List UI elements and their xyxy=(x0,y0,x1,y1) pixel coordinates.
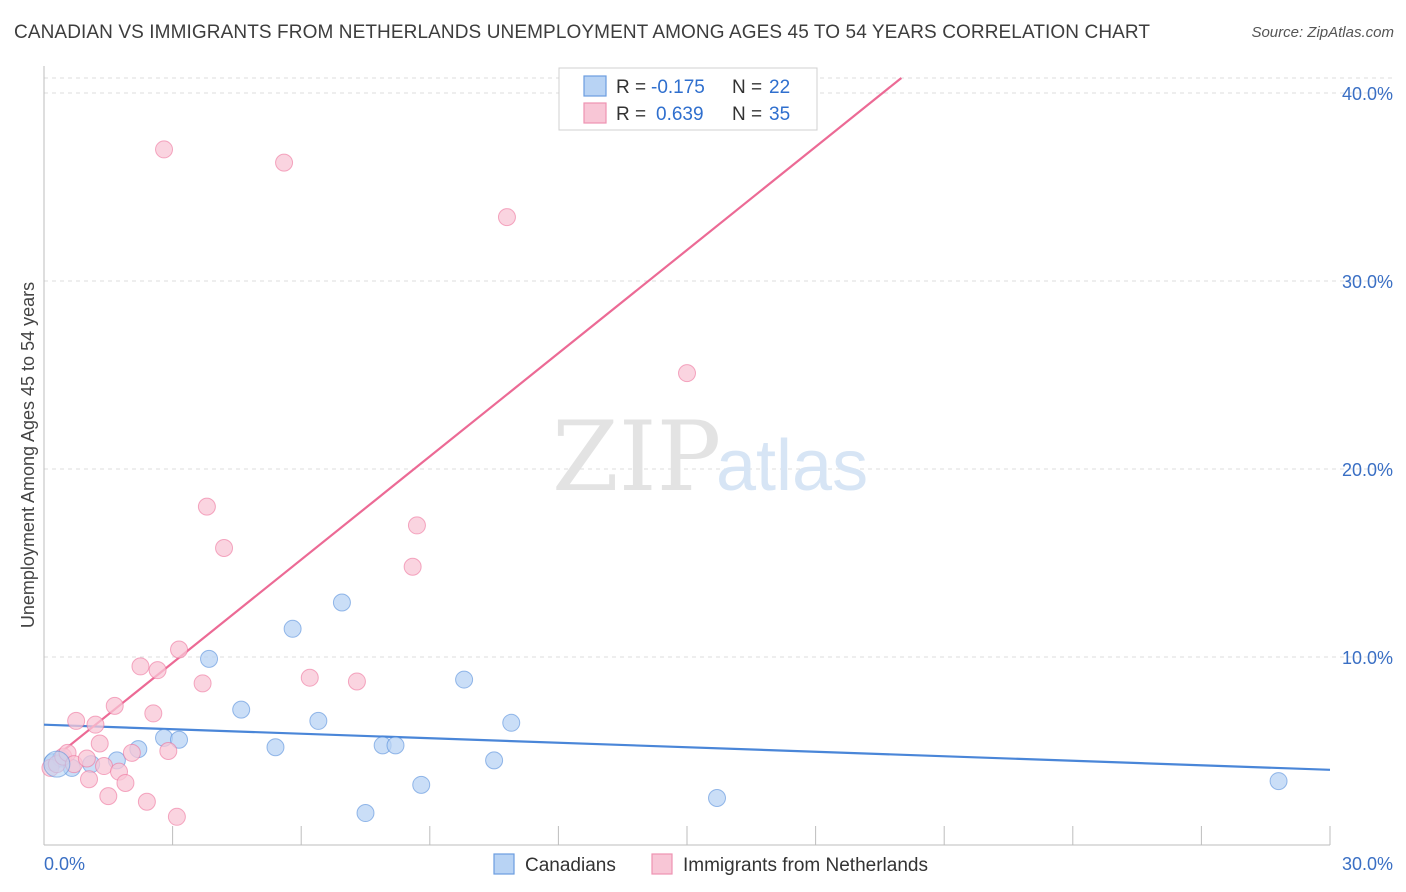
point-canadians-14 xyxy=(356,804,375,823)
point-canadians-12 xyxy=(309,711,328,730)
bottom-legend-swatch-netherlands xyxy=(651,853,673,875)
point-netherlands-12 xyxy=(105,696,124,715)
point-netherlands-19 xyxy=(148,661,167,680)
watermark-zip: ZIP xyxy=(552,401,721,513)
point-canadians-10 xyxy=(266,738,285,757)
legend-swatch-netherlands xyxy=(583,102,607,124)
point-netherlands-26 xyxy=(215,538,234,557)
y-tick-labels: 10.0% 20.0% 30.0% 40.0% xyxy=(1342,84,1393,668)
point-netherlands-16 xyxy=(131,657,150,676)
point-netherlands-9 xyxy=(90,734,109,753)
point-netherlands-18 xyxy=(144,704,163,723)
point-cluster-origin xyxy=(43,750,71,778)
point-canadians-20 xyxy=(502,713,521,732)
point-netherlands-20 xyxy=(155,140,174,159)
point-netherlands-25 xyxy=(197,497,216,516)
legend-n-label-canadians: N = xyxy=(732,77,762,98)
point-netherlands-6 xyxy=(77,749,96,768)
point-netherlands-32 xyxy=(497,208,516,227)
series-legend: Canadians Immigrants from Netherlands xyxy=(493,853,928,876)
legend-r-label-netherlands: R = xyxy=(616,104,646,125)
point-netherlands-23 xyxy=(170,640,189,659)
bottom-legend-label-netherlands: Immigrants from Netherlands xyxy=(683,855,928,876)
correlation-legend: R = -0.175 N = 22 R = 0.639 N = 35 xyxy=(558,67,818,131)
watermark: ZIP atlas xyxy=(552,401,868,513)
bottom-legend-label-canadians: Canadians xyxy=(525,855,616,876)
point-netherlands-31 xyxy=(407,516,426,535)
point-canadians-9 xyxy=(232,700,251,719)
point-netherlands-30 xyxy=(403,557,422,576)
point-netherlands-21 xyxy=(159,742,178,761)
legend-n-value-canadians: 22 xyxy=(769,77,790,98)
source-label: Source: ZipAtlas.com xyxy=(1251,24,1394,41)
point-canadians-8 xyxy=(200,649,219,668)
y-axis-title: Unemployment Among Ages 45 to 54 years xyxy=(18,282,38,628)
bottom-legend-swatch-canadians xyxy=(493,853,515,875)
point-netherlands-33 xyxy=(678,364,696,383)
point-netherlands-7 xyxy=(80,770,99,789)
point-canadians-21 xyxy=(708,789,727,808)
point-netherlands-10 xyxy=(95,757,114,776)
point-netherlands-27 xyxy=(275,153,294,172)
trend-line-1 xyxy=(43,77,903,767)
point-netherlands-29 xyxy=(347,672,366,691)
point-canadians-18 xyxy=(455,670,474,689)
legend-n-label-netherlands: N = xyxy=(732,104,762,125)
y-tick-label-3: 40.0% xyxy=(1342,84,1393,104)
legend-r-label-canadians: R = xyxy=(616,77,646,98)
point-netherlands-5 xyxy=(67,711,86,730)
watermark-atlas: atlas xyxy=(716,426,868,506)
y-tick-label-2: 30.0% xyxy=(1342,272,1393,292)
y-tick-label-0: 10.0% xyxy=(1342,648,1393,668)
y-tick-label-1: 20.0% xyxy=(1342,460,1393,480)
point-canadians-13 xyxy=(332,593,351,612)
point-netherlands-28 xyxy=(300,668,319,687)
axes xyxy=(43,66,1331,846)
point-netherlands-15 xyxy=(122,743,141,762)
trend-line-0 xyxy=(43,723,1331,771)
x-tick-labels: 0.0% 30.0% xyxy=(44,854,1393,874)
point-canadians-22 xyxy=(1269,772,1288,791)
x-tick-label-min: 0.0% xyxy=(44,854,85,874)
point-canadians-7 xyxy=(170,730,189,749)
x-tick-label-max: 30.0% xyxy=(1342,854,1393,874)
point-netherlands-14 xyxy=(116,773,135,792)
point-netherlands-11 xyxy=(99,787,118,806)
point-netherlands-24 xyxy=(193,674,212,693)
legend-swatch-canadians xyxy=(583,75,607,97)
legend-r-value-canadians: -0.175 xyxy=(651,77,705,98)
point-netherlands-22 xyxy=(167,807,186,826)
chart-title: CANADIAN VS IMMIGRANTS FROM NETHERLANDS … xyxy=(14,22,1151,43)
point-netherlands-17 xyxy=(137,792,156,811)
legend-r-value-netherlands: 0.639 xyxy=(656,104,704,125)
point-canadians-17 xyxy=(412,775,431,794)
data-points xyxy=(41,140,1288,826)
point-canadians-16 xyxy=(386,736,405,755)
legend-n-value-netherlands: 35 xyxy=(769,104,790,125)
point-netherlands-8 xyxy=(86,715,105,734)
point-canadians-19 xyxy=(485,751,504,770)
point-canadians-11 xyxy=(283,619,302,638)
grid-lines xyxy=(44,77,1393,658)
